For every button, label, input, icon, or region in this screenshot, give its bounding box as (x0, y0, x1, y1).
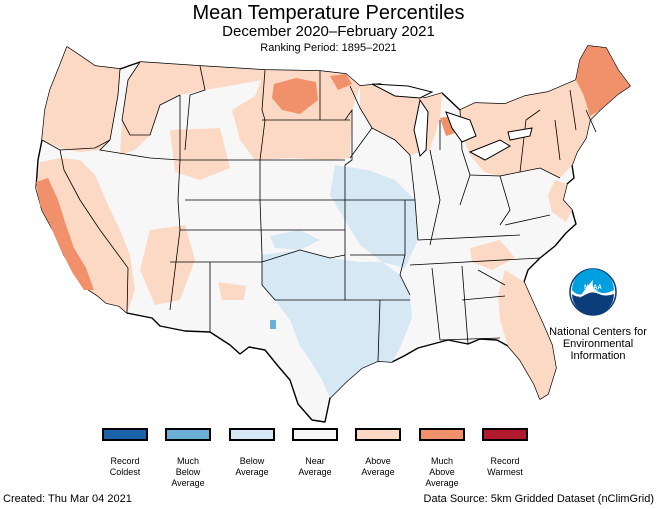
legend-swatch-record-warmest (482, 428, 528, 441)
legend-label-much-below: Much Below Average (171, 456, 205, 488)
legend: Record Coldest Much Below Average Below … (0, 428, 657, 498)
legend-swatch-much-below (165, 428, 211, 441)
data-source: Data Source: 5km Gridded Dataset (nClimG… (423, 493, 654, 505)
legend-label-above: Above Average (361, 456, 395, 477)
noaa-logo-text: NOAA (584, 285, 602, 291)
legend-label-near: Near Average (298, 456, 332, 477)
ranking-period: Ranking Period: 1895–2021 (260, 42, 397, 54)
noaa-logo: NOAA (569, 268, 617, 316)
much-below-average-spot (270, 320, 276, 329)
map-subtitle: December 2020–February 2021 (222, 23, 435, 40)
below-average-regions (262, 165, 418, 398)
much-above-average-regions (36, 46, 630, 290)
legend-swatch-record-coldest (102, 428, 148, 441)
org-name: National Centers for Environmental Infor… (549, 326, 647, 362)
us-temperature-map (35, 45, 631, 423)
legend-swatch-near (292, 428, 338, 441)
state-boundaries (41, 61, 597, 362)
legend-label-record-warmest: Record Warmest (487, 456, 523, 477)
legend-label-below: Below Average (235, 456, 269, 477)
legend-swatch-much-above (419, 428, 465, 441)
legend-swatch-below (229, 428, 275, 441)
great-lakes (371, 83, 533, 161)
legend-swatch-above (355, 428, 401, 441)
legend-label-much-above: Much Above Average (425, 456, 459, 488)
created-date: Created: Thu Mar 04 2021 (3, 493, 132, 505)
map-title: Mean Temperature Percentiles (192, 2, 465, 24)
legend-label-record-coldest: Record Coldest (109, 456, 141, 477)
